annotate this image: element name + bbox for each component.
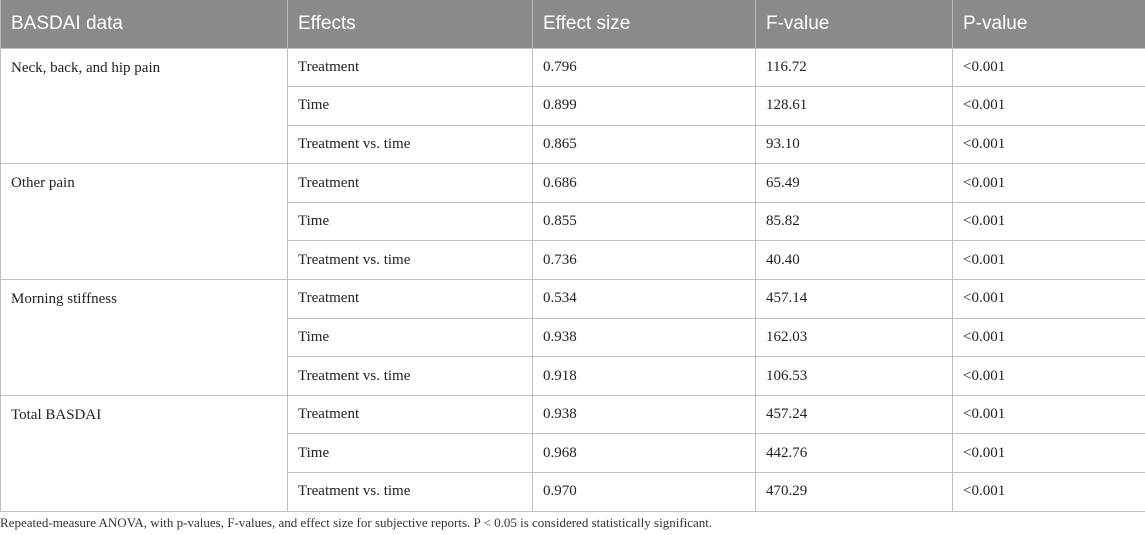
f-value-cell: 85.82 — [755, 201, 953, 242]
effect-size-cell: 0.855 — [532, 201, 756, 242]
anova-table: BASDAI data Effects Effect size F-value … — [0, 0, 1145, 512]
p-value-cell: <0.001 — [952, 317, 1145, 358]
f-value-cell: 40.40 — [755, 240, 953, 281]
effect-size-cell: 0.865 — [532, 124, 756, 165]
effect-cell: Treatment — [287, 163, 533, 203]
table-row: Time 0.855 85.82 <0.001 — [1, 201, 1145, 242]
group-label: Other pain — [0, 163, 288, 281]
header-basdai-data: BASDAI data — [0, 0, 288, 48]
header-effect-size: Effect size — [532, 0, 756, 48]
p-value-cell: <0.001 — [952, 472, 1145, 512]
p-value-cell: <0.001 — [952, 47, 1145, 88]
p-value-cell: <0.001 — [952, 86, 1145, 126]
header-f-value: F-value — [755, 0, 953, 48]
f-value-cell: 457.14 — [755, 279, 953, 319]
effect-size-cell: 0.970 — [532, 472, 756, 512]
f-value-cell: 116.72 — [755, 47, 953, 88]
effect-size-cell: 0.899 — [532, 86, 756, 126]
effect-size-cell: 0.938 — [532, 394, 756, 435]
table-row: Morning stiffness Treatment 0.534 457.14… — [0, 279, 1145, 396]
table-row: Neck, back, and hip pain Treatment 0.796… — [0, 47, 1145, 165]
table-row: Time 0.899 128.61 <0.001 — [1, 86, 1145, 126]
f-value-cell: 106.53 — [755, 356, 953, 396]
effect-size-cell: 0.938 — [532, 317, 756, 358]
group-label: Morning stiffness — [0, 279, 288, 396]
f-value-cell: 457.24 — [755, 394, 953, 435]
effect-size-cell: 0.686 — [532, 163, 756, 203]
p-value-cell: <0.001 — [952, 433, 1145, 474]
f-value-cell: 470.29 — [755, 472, 953, 512]
f-value-cell: 93.10 — [755, 124, 953, 165]
effect-cell: Time — [287, 86, 533, 126]
p-value-cell: <0.001 — [952, 124, 1145, 165]
table-caption: Repeated-measure ANOVA, with p-values, F… — [0, 515, 713, 530]
effect-cell: Treatment vs. time — [287, 124, 533, 165]
table-body: Neck, back, and hip pain Treatment 0.796… — [0, 47, 1145, 512]
effect-cell: Treatment — [287, 47, 533, 88]
table-row: Treatment vs. time 0.865 93.10 <0.001 — [1, 124, 1145, 165]
header-p-value: P-value — [952, 0, 1145, 48]
effect-cell: Time — [287, 433, 533, 474]
effect-size-cell: 0.796 — [532, 47, 756, 88]
effect-size-cell: 0.918 — [532, 356, 756, 396]
table-row: Other pain Treatment 0.686 65.49 <0.001 — [0, 163, 1145, 281]
group-label: Total BASDAI — [0, 394, 288, 512]
table-header: BASDAI data Effects Effect size F-value … — [0, 0, 1145, 48]
f-value-cell: 442.76 — [755, 433, 953, 474]
effect-cell: Treatment vs. time — [287, 356, 533, 396]
f-value-cell: 162.03 — [755, 317, 953, 358]
effect-size-cell: 0.968 — [532, 433, 756, 474]
group-label: Neck, back, and hip pain — [0, 47, 288, 165]
header-effects: Effects — [287, 0, 533, 48]
effect-cell: Treatment vs. time — [287, 472, 533, 512]
p-value-cell: <0.001 — [952, 240, 1145, 281]
effect-cell: Time — [287, 317, 533, 358]
effect-cell: Treatment — [287, 279, 533, 319]
effect-cell: Time — [287, 201, 533, 242]
table-row: Total BASDAI Treatment 0.938 457.24 <0.0… — [0, 394, 1145, 512]
table-row: Treatment vs. time 0.918 106.53 <0.001 — [1, 356, 1145, 396]
p-value-cell: <0.001 — [952, 163, 1145, 203]
p-value-cell: <0.001 — [952, 201, 1145, 242]
effect-size-cell: 0.736 — [532, 240, 756, 281]
f-value-cell: 65.49 — [755, 163, 953, 203]
table-row: Time 0.938 162.03 <0.001 — [1, 317, 1145, 358]
header-row: BASDAI data Effects Effect size F-value … — [0, 0, 1145, 48]
table-row: Treatment vs. time 0.736 40.40 <0.001 — [1, 240, 1145, 281]
effect-cell: Treatment — [287, 394, 533, 435]
table-row: Treatment vs. time 0.970 470.29 <0.001 — [1, 472, 1145, 512]
f-value-cell: 128.61 — [755, 86, 953, 126]
p-value-cell: <0.001 — [952, 356, 1145, 396]
p-value-cell: <0.001 — [952, 394, 1145, 435]
effect-cell: Treatment vs. time — [287, 240, 533, 281]
p-value-cell: <0.001 — [952, 279, 1145, 319]
effect-size-cell: 0.534 — [532, 279, 756, 319]
table-row: Time 0.968 442.76 <0.001 — [1, 433, 1145, 474]
